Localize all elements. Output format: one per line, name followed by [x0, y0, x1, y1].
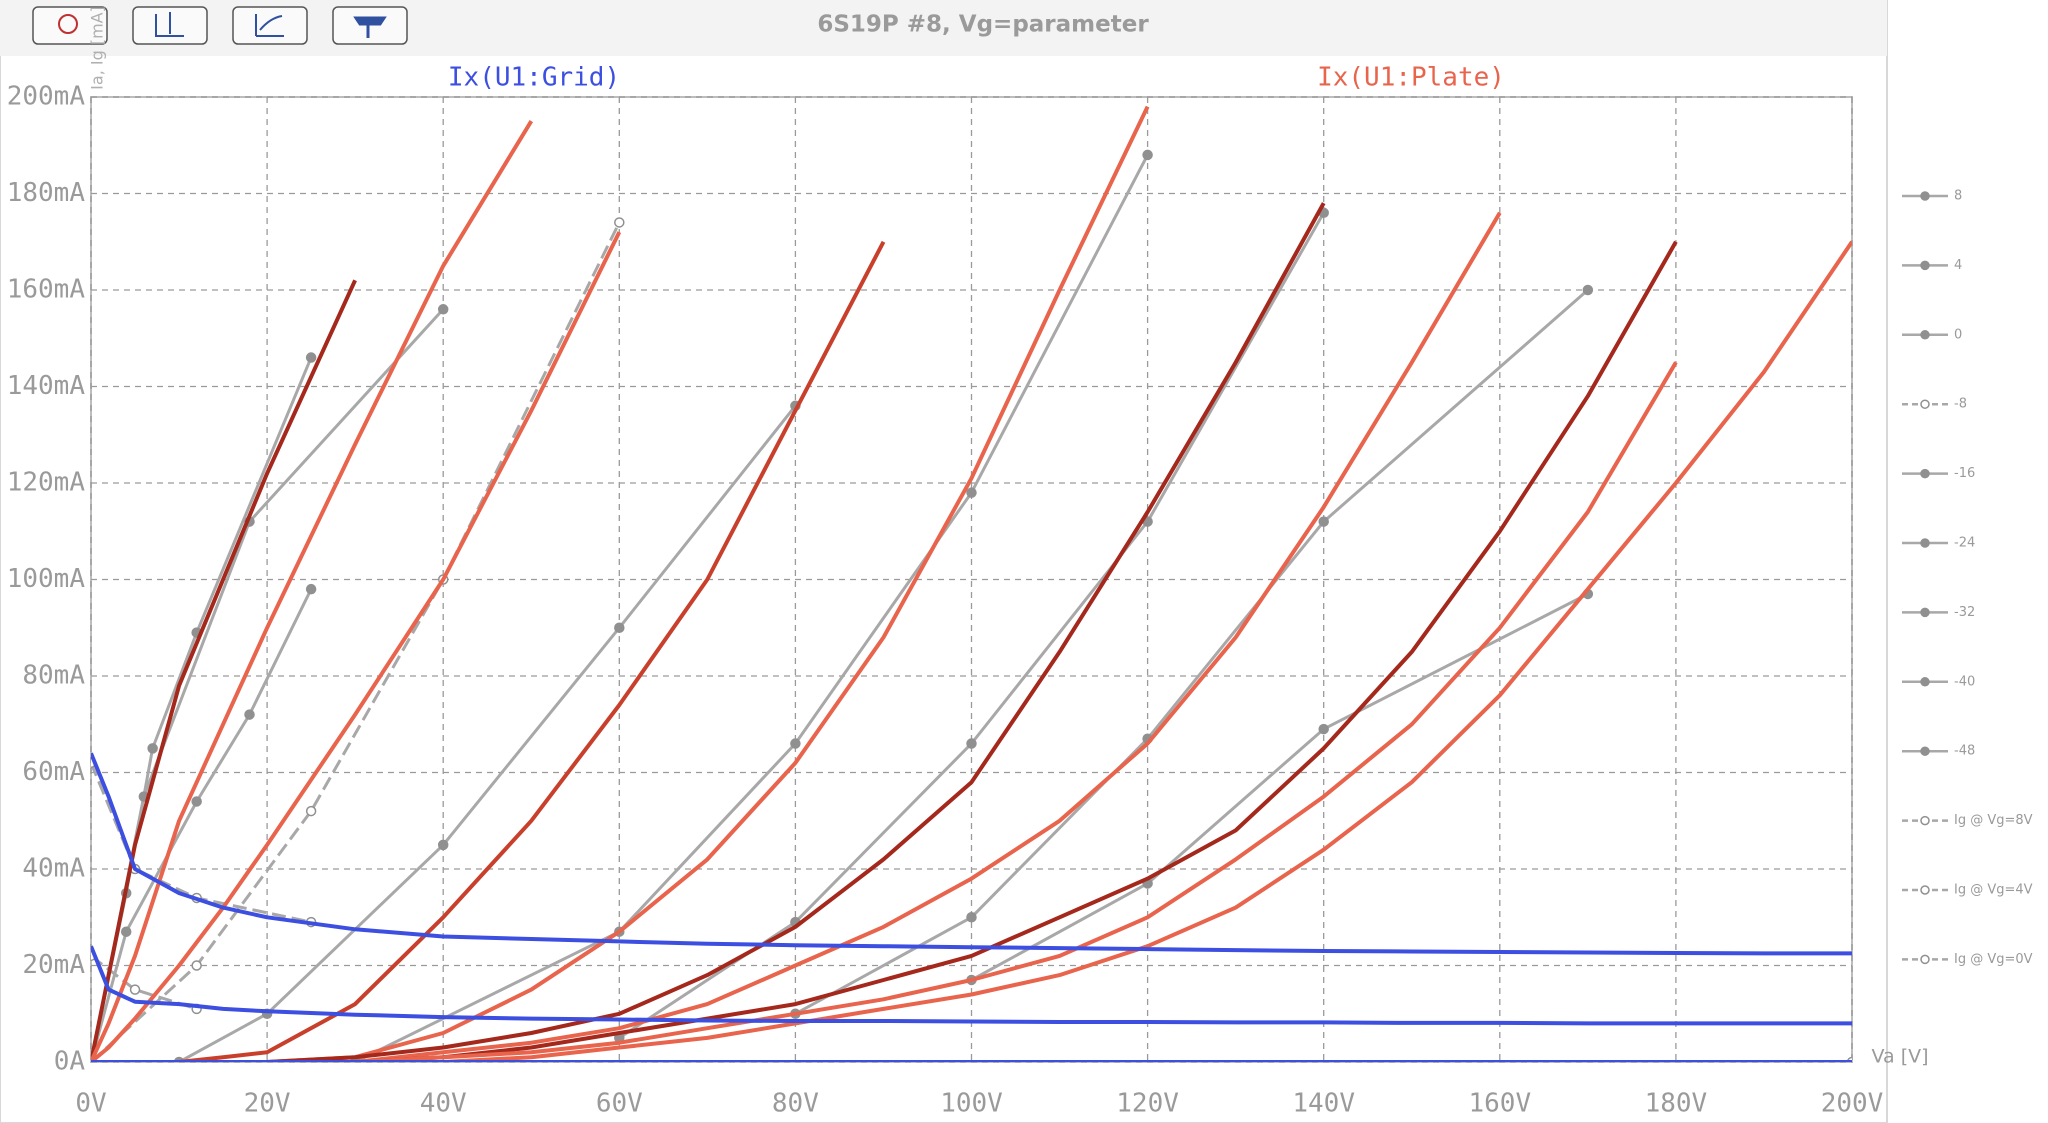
legend-label: 4: [1954, 258, 1962, 273]
x-tick-label: 200V: [1821, 1089, 1884, 1119]
measured-point: [129, 984, 141, 995]
legend-marker: [1920, 191, 1930, 201]
measured-point: [614, 217, 625, 228]
x-tick-label: 0V: [75, 1089, 106, 1119]
model-line: [91, 231, 622, 1062]
y-tick-label: 0A: [54, 1047, 86, 1077]
measured-point: [437, 304, 449, 315]
legend-marker: [1920, 746, 1930, 756]
measured-point: [1142, 149, 1153, 161]
legend-marker: [1920, 260, 1930, 271]
model-line: [91, 120, 534, 1062]
x-tick-label: 80V: [772, 1089, 819, 1119]
measured-point: [120, 926, 132, 937]
measured-point: [1582, 284, 1594, 296]
y-tick-label: 40mA: [22, 854, 85, 884]
zoom-icon: [58, 14, 78, 34]
y-tick-label: 20mA: [22, 950, 85, 980]
measured-point: [305, 583, 317, 595]
legend-marker: [1920, 468, 1930, 479]
legend-marker: [1920, 954, 1930, 965]
chart-title: 6S19P #8, Vg=parameter: [817, 12, 1149, 38]
x-axis-label: Va [V]: [1871, 1046, 1928, 1068]
measured-point: [966, 738, 977, 749]
model-line: [91, 240, 1852, 1062]
measured-point: [790, 738, 801, 749]
x-tick-label: 40V: [420, 1089, 467, 1119]
model-line: [91, 202, 1326, 1062]
y-tick-label: 60mA: [22, 757, 85, 787]
toolbar-buttons: [32, 6, 408, 45]
legend-label: 8: [1954, 189, 1962, 204]
y-tick-label: 200mA: [7, 82, 86, 112]
measured-point: [1318, 516, 1329, 527]
measured-point: [966, 487, 977, 498]
legend-label: -48: [1954, 744, 1975, 759]
model-line: [91, 105, 1150, 1062]
legend-marker: [1920, 815, 1930, 826]
measured-point: [147, 743, 158, 754]
legend-marker: [1920, 399, 1930, 409]
measured-point: [437, 839, 449, 851]
y-tick-label: 180mA: [7, 178, 86, 208]
model-line: [91, 240, 1678, 1062]
plot-window: [0, 0, 1888, 1123]
measured-point: [244, 709, 255, 720]
y-tick-label: 140mA: [7, 371, 86, 401]
legend-marker: [1920, 607, 1930, 618]
x-tick-label: 60V: [596, 1089, 643, 1119]
legend-marker: [1920, 538, 1930, 548]
legend-label: -24: [1954, 536, 1975, 551]
model-line: [91, 240, 886, 1062]
y-tick-label: 100mA: [7, 564, 86, 594]
legend-label: -32: [1954, 605, 1975, 620]
measured-point: [614, 622, 625, 633]
measured-line: [970, 592, 1589, 982]
measured-line: [91, 762, 312, 924]
legend-marker: [1920, 885, 1930, 895]
plate-trace-label: Ix(U1:Plate): [1317, 63, 1505, 93]
legend-marker: [1920, 677, 1930, 687]
legend-label: Ig @ Vg=8V: [1954, 813, 2033, 828]
trace-icon: [255, 14, 284, 37]
toolbar: [0, 0, 1887, 56]
legend-label: -16: [1954, 466, 1975, 481]
x-tick-label: 160V: [1468, 1089, 1531, 1119]
model-line: [91, 211, 1502, 1062]
zoom-button[interactable]: [32, 6, 108, 45]
legend-label: Ig @ Vg=0V: [1954, 952, 2033, 967]
y-axis-label: Ia, Ig [mA]: [88, 6, 107, 90]
x-tick-label: 120V: [1116, 1089, 1179, 1119]
model-line: [91, 279, 357, 1062]
y-tick-label: 80mA: [22, 661, 85, 691]
measured-point: [1318, 723, 1329, 735]
y-tick-label: 120mA: [7, 468, 86, 498]
grid-trace-label: Ix(U1:Grid): [448, 63, 620, 93]
measured-point: [191, 960, 202, 971]
measured-point: [966, 912, 977, 923]
legend-label: -8: [1954, 397, 1967, 412]
trace-button[interactable]: [232, 6, 308, 45]
model-line: [91, 752, 1852, 956]
y-tick-label: 160mA: [7, 275, 86, 305]
measured-point: [305, 805, 317, 817]
measured-point: [191, 796, 202, 807]
x-tick-label: 100V: [940, 1089, 1003, 1119]
legend-label: -40: [1954, 674, 1975, 689]
measured-point: [305, 352, 317, 363]
legend-marker: [1920, 330, 1930, 340]
legend-label: Ig @ Vg=4V: [1954, 883, 2033, 898]
x-tick-label: 180V: [1645, 1089, 1708, 1119]
x-tick-label: 20V: [244, 1089, 291, 1119]
x-tick-label: 140V: [1292, 1089, 1355, 1119]
model-line: [91, 945, 1852, 1026]
legend-label: 0: [1954, 327, 1962, 342]
axis-icon: [155, 12, 184, 37]
hammer-icon: [353, 16, 387, 38]
